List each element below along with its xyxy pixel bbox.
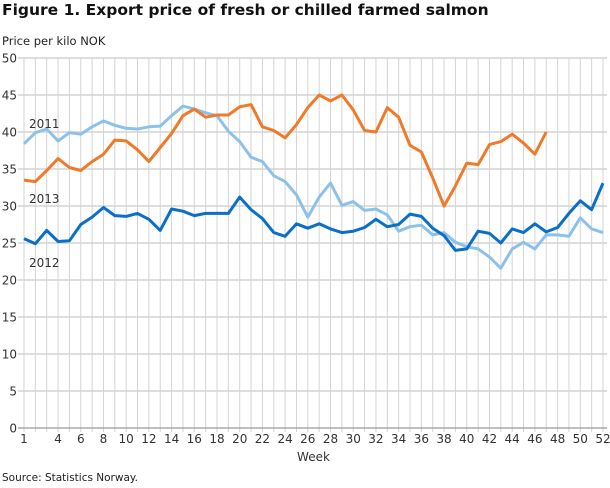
y-tick-label: 40: [2, 126, 17, 140]
y-tick-label: 10: [2, 348, 17, 362]
x-tick-label: 20: [232, 432, 247, 446]
x-tick-label: 52: [595, 432, 610, 446]
x-tick-label: 42: [482, 432, 497, 446]
chart-title: Figure 1. Export price of fresh or chill…: [2, 1, 489, 19]
x-tick-label: 14: [164, 432, 179, 446]
x-tick-label: 1: [20, 432, 28, 446]
y-tick-label: 45: [2, 89, 17, 103]
y-tick-label: 35: [2, 163, 17, 177]
x-tick-label: 10: [119, 432, 134, 446]
x-axis-label: Week: [297, 450, 330, 464]
source-note: Source: Statistics Norway.: [2, 472, 138, 484]
series-line-2011: [22, 104, 604, 270]
x-tick-label: 40: [459, 432, 474, 446]
x-tick-label: 22: [255, 432, 270, 446]
x-tick-label: 36: [414, 432, 429, 446]
x-tick-label: 26: [300, 432, 315, 446]
x-tick-label: 4: [54, 432, 62, 446]
y-tick-label: 0: [9, 422, 17, 436]
series-line-2012: [23, 182, 605, 252]
x-tick-label: 6: [77, 432, 85, 446]
x-tick-label: 38: [436, 432, 451, 446]
y-tick-label: 20: [2, 274, 17, 288]
x-tick-label: 34: [391, 432, 406, 446]
y-tick-label: 25: [2, 237, 17, 251]
x-tick-label: 16: [187, 432, 202, 446]
y-axis-label: Price per kilo NOK: [2, 34, 106, 48]
series-label-2013: 2013: [29, 192, 60, 206]
x-tick-label: 48: [550, 432, 565, 446]
x-tick-label: 28: [323, 432, 338, 446]
y-tick-label: 5: [9, 385, 17, 399]
x-tick-label: 24: [277, 432, 292, 446]
y-tick-label: 50: [2, 52, 17, 66]
y-tick-label: 30: [2, 200, 17, 214]
x-tick-label: 50: [573, 432, 588, 446]
x-tick-label: 18: [209, 432, 224, 446]
series-label-2012: 2012: [29, 256, 60, 270]
x-tick-label: 44: [505, 432, 520, 446]
series-label-2011: 2011: [29, 117, 60, 131]
x-tick-label: 46: [527, 432, 542, 446]
x-tick-label: 32: [368, 432, 383, 446]
y-tick-label: 15: [2, 311, 17, 325]
x-tick-label: 8: [100, 432, 108, 446]
x-tick-label: 12: [141, 432, 156, 446]
x-tick-label: 30: [346, 432, 361, 446]
